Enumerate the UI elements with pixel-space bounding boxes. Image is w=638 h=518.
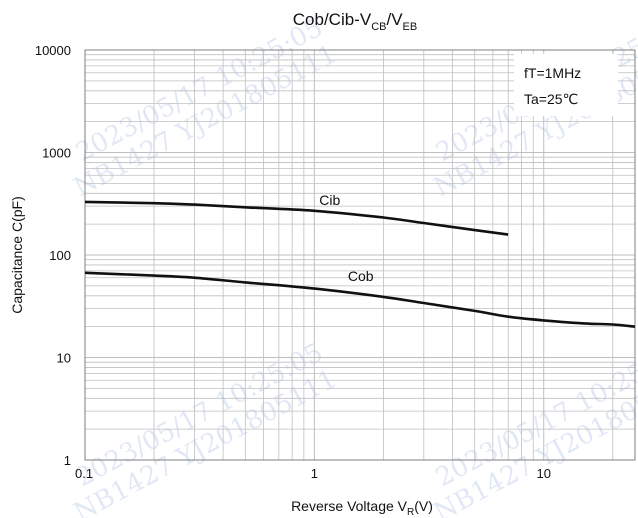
- chart-title: Cob/Cib-VCB/VEB: [293, 10, 417, 33]
- grid: [85, 50, 635, 460]
- series-line-cob: [84, 271, 636, 328]
- series-line-cib: [84, 200, 509, 236]
- y-tick-label: 100: [49, 248, 71, 263]
- annotation-frequency: fT=1MHz: [524, 65, 581, 81]
- y-tick-label: 1: [64, 453, 71, 468]
- series-lines: [84, 200, 636, 328]
- x-axis-label: Reverse Voltage VR(V): [291, 498, 433, 518]
- x-tick-label: 0.1: [75, 466, 93, 481]
- watermark-text: NB1427 YJ201805111: [69, 364, 342, 518]
- x-tick-label: 1: [311, 466, 318, 481]
- conditions-annotation: fT=1MHz Ta=25℃: [514, 54, 618, 116]
- y-tick-label: 10: [57, 351, 71, 366]
- series-label-cib: Cib: [319, 192, 340, 208]
- annotation-box: [514, 54, 618, 116]
- y-tick-label: 10000: [35, 43, 71, 58]
- series-labels: Cib Cob: [319, 192, 374, 284]
- y-axis-label: Capacitance C(pF): [9, 196, 25, 314]
- series-label-cob: Cob: [348, 268, 374, 284]
- y-tick-label: 1000: [42, 146, 71, 161]
- x-tick-labels: 0.1 1 10: [75, 466, 551, 481]
- annotation-temperature: Ta=25℃: [524, 91, 578, 107]
- x-tick-label: 10: [536, 466, 550, 481]
- y-tick-labels: 1 10 100 1000 10000: [35, 43, 71, 468]
- plot-frame: [84, 49, 636, 461]
